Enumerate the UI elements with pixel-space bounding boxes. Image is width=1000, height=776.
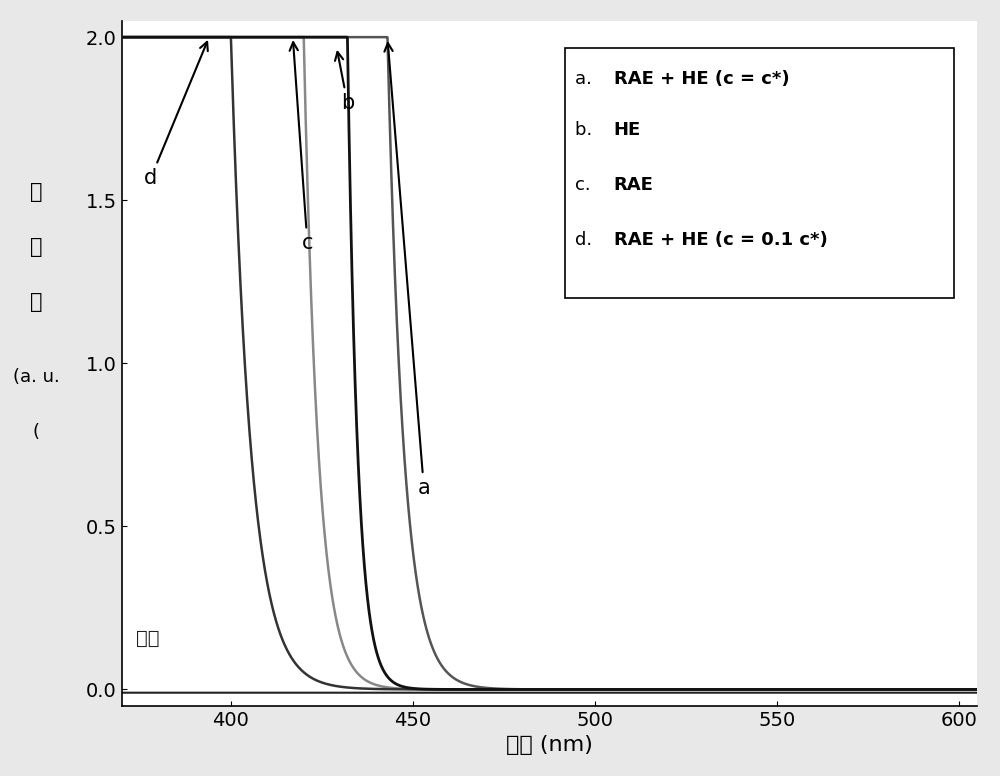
Text: 光: 光	[30, 237, 42, 257]
Text: a: a	[384, 43, 430, 497]
Text: (: (	[33, 423, 40, 441]
Text: c.: c.	[575, 176, 600, 194]
Text: a.: a.	[575, 70, 601, 88]
Text: RAE + HE (c = 0.1 c*): RAE + HE (c = 0.1 c*)	[614, 231, 827, 249]
Text: d: d	[144, 42, 208, 188]
Bar	[565, 48, 954, 298]
Text: HE: HE	[614, 121, 641, 140]
Text: RAE: RAE	[614, 176, 654, 194]
Text: 度: 度	[30, 292, 42, 312]
Text: 吸: 吸	[30, 182, 42, 202]
Text: 基线: 基线	[136, 629, 160, 648]
Text: b: b	[335, 52, 354, 113]
Text: d.: d.	[575, 231, 601, 249]
Text: (a. u.: (a. u.	[13, 368, 60, 386]
X-axis label: 波长 (nm): 波长 (nm)	[506, 735, 593, 755]
Text: b.: b.	[575, 121, 601, 140]
Text: RAE + HE (c = c*): RAE + HE (c = c*)	[614, 70, 789, 88]
Text: c: c	[290, 42, 313, 253]
